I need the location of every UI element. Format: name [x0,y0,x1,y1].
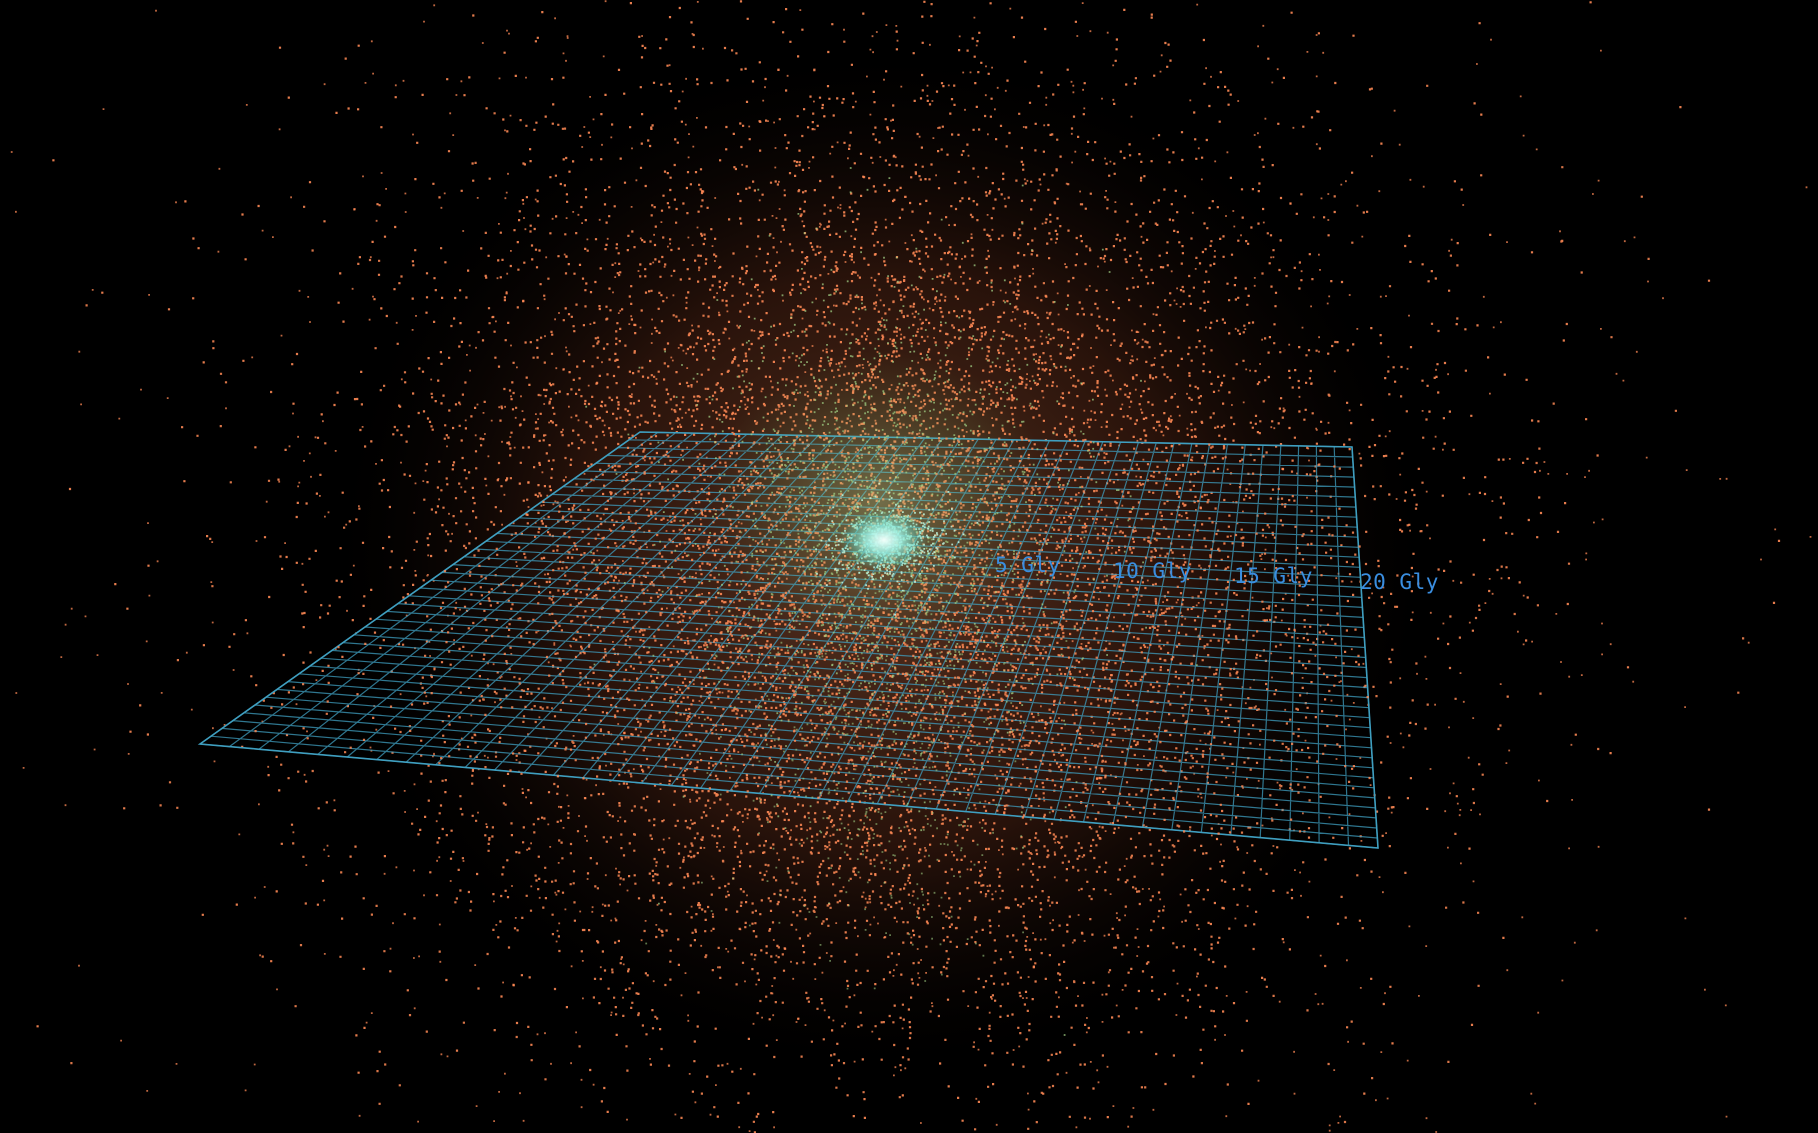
distance-label-15-gly: 15 Gly [1234,564,1313,588]
distance-label-10-gly: 10 Gly [1113,559,1192,583]
distance-label-5-gly: 5 Gly [995,553,1061,577]
inner-region-glow [710,350,1050,650]
distance-label-20-gly: 20 Gly [1360,570,1439,594]
core-glow [840,510,928,570]
grid-outline [197,431,1379,849]
